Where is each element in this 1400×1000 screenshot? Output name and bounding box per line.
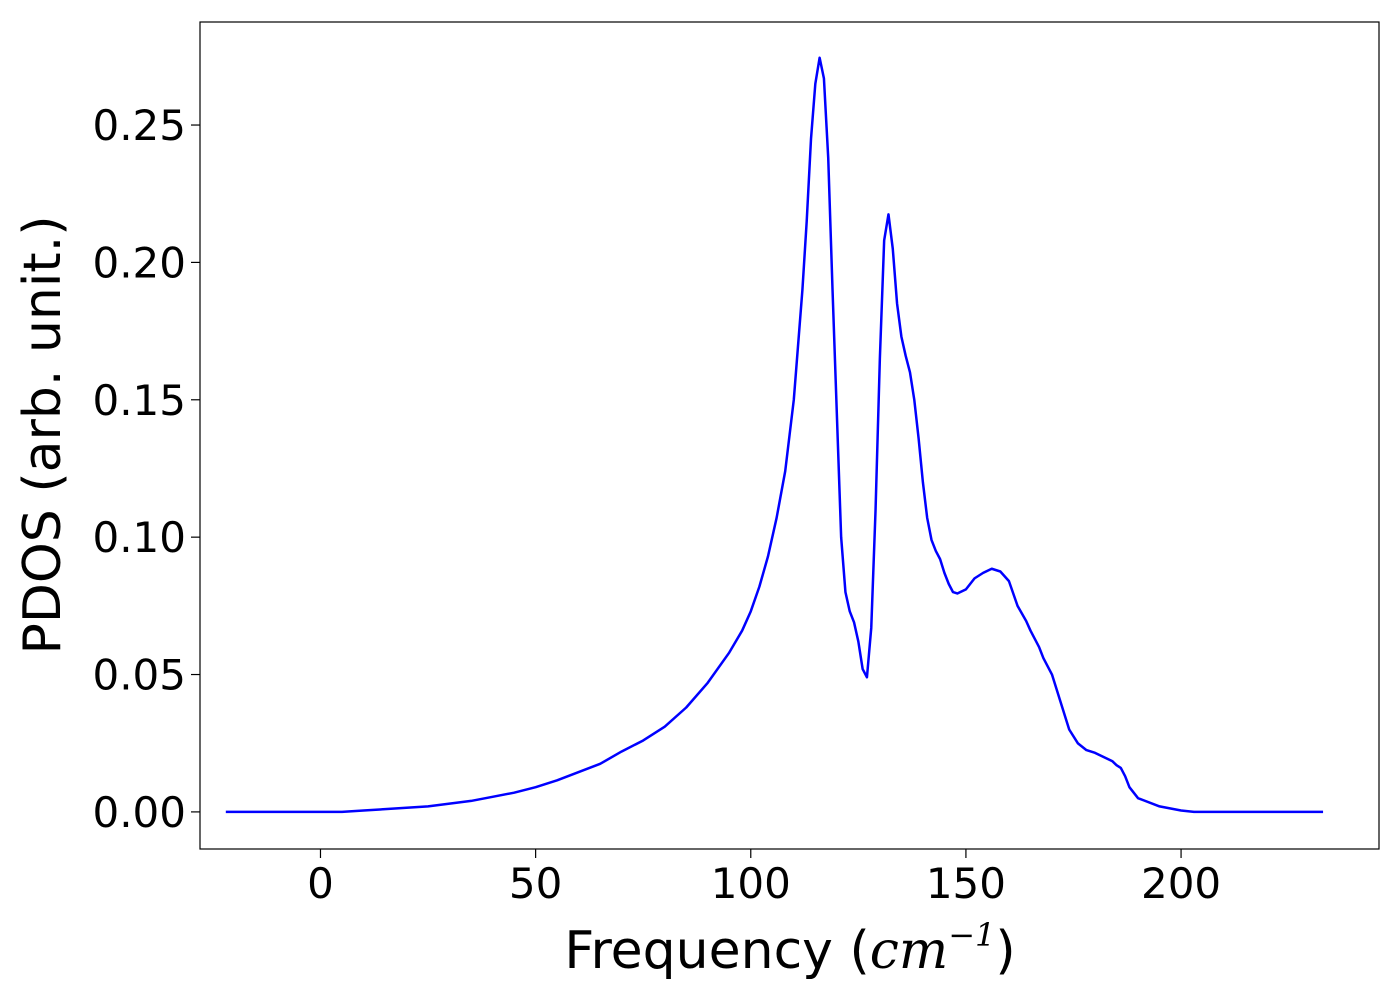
y-tick-label: 0.25 bbox=[92, 101, 186, 150]
x-axis-title: Frequency (cm−1) bbox=[564, 916, 1015, 981]
y-tick-label: 0.10 bbox=[92, 513, 186, 562]
x-axis-title-prefix: Frequency ( bbox=[564, 921, 869, 981]
y-tick-label: 0.15 bbox=[92, 376, 186, 425]
x-axis-title-exponent: −1 bbox=[948, 916, 995, 954]
x-axis-title-unit: cm bbox=[870, 921, 948, 981]
x-tick-label: 50 bbox=[509, 859, 562, 908]
y-tick-label: 0.05 bbox=[92, 651, 186, 700]
x-tick-label: 100 bbox=[711, 859, 791, 908]
plot-frame bbox=[199, 21, 1380, 850]
pdos-series-line bbox=[225, 56, 1324, 814]
x-axis-title-suffix: ) bbox=[995, 921, 1015, 981]
x-tick-label: 0 bbox=[307, 859, 334, 908]
y-tick-label: 0.20 bbox=[92, 238, 186, 287]
y-axis-ticks: 0.00 0.05 0.10 0.15 0.20 0.25 bbox=[92, 101, 200, 837]
y-tick-label: 0.00 bbox=[92, 788, 186, 837]
y-axis-title: PDOS (arb. unit.) bbox=[13, 215, 73, 654]
x-tick-label: 200 bbox=[1141, 859, 1221, 908]
x-tick-label: 150 bbox=[926, 859, 1006, 908]
x-axis-ticks: 0 50 100 150 200 bbox=[307, 849, 1221, 908]
